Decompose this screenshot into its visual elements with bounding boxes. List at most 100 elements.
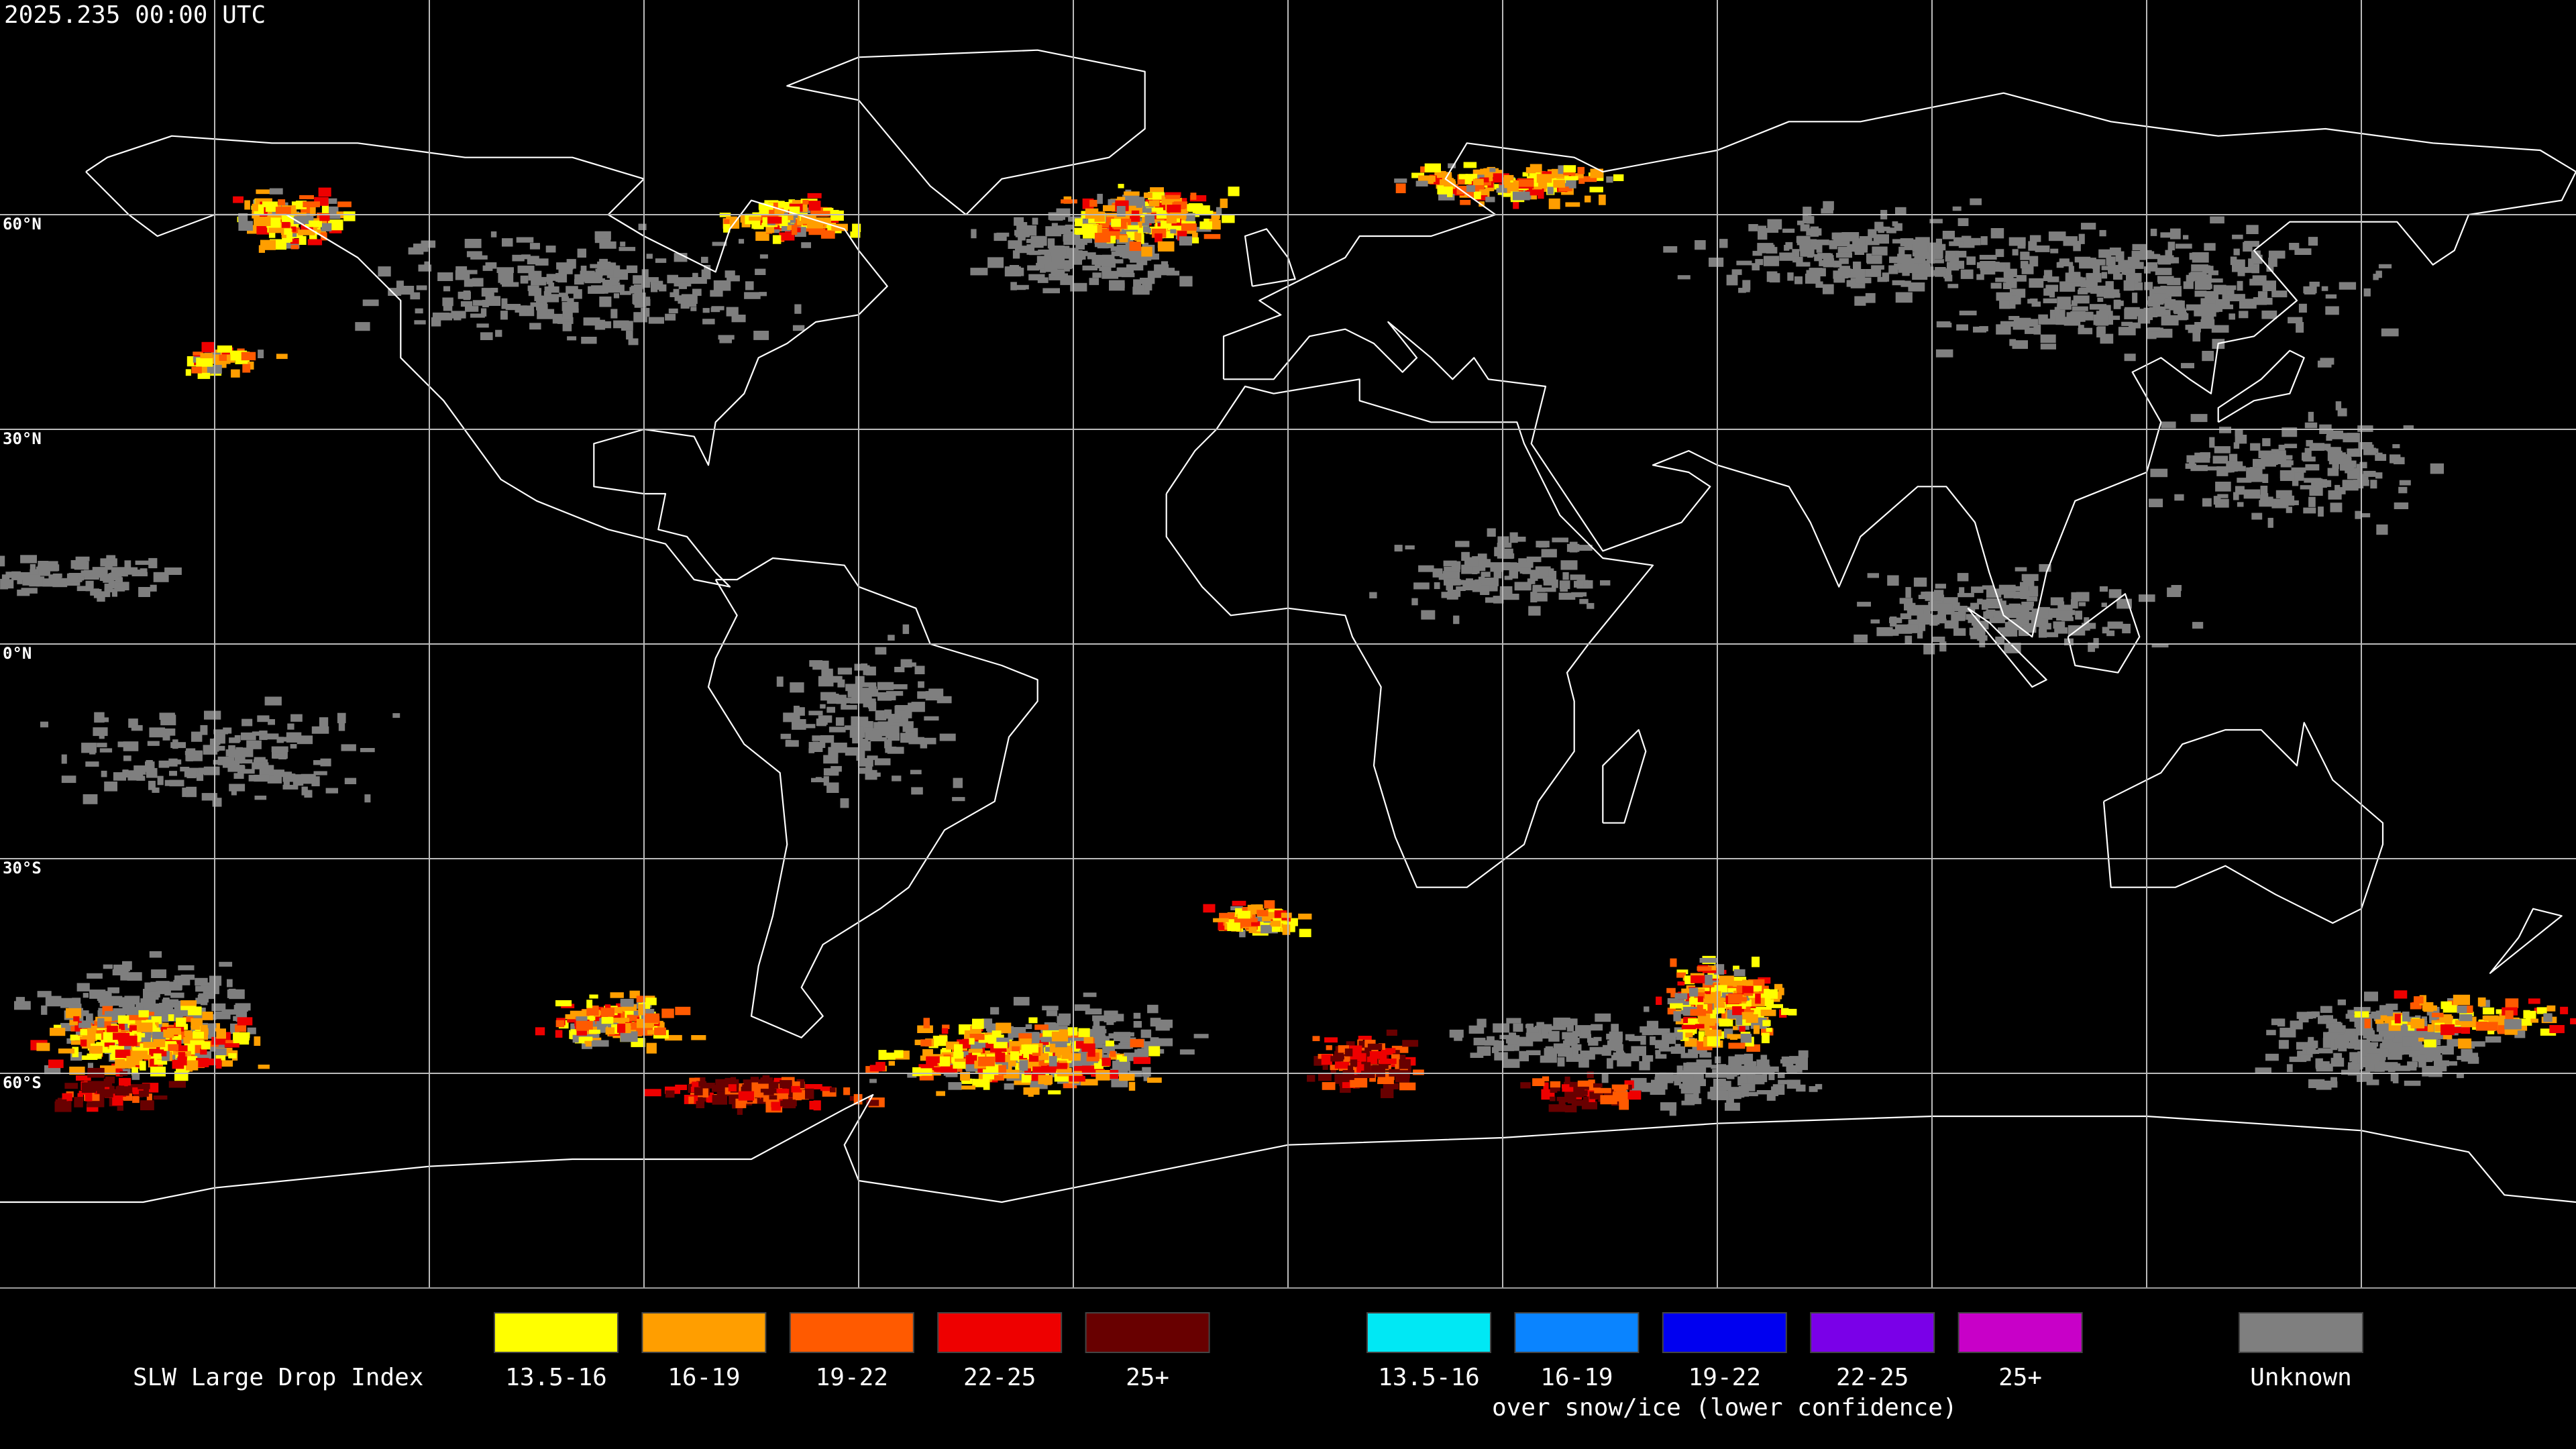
- cloud-pixel: [107, 987, 119, 994]
- cloud-pixel: [1580, 1089, 1599, 1096]
- cloud-pixel: [678, 295, 684, 304]
- cloud-pixel: [97, 1010, 104, 1017]
- cloud-pixel: [254, 1036, 261, 1046]
- cloud-pixel: [2095, 259, 2106, 266]
- cloud-pixel: [2570, 1018, 2576, 1024]
- cloud-pixel: [792, 325, 805, 331]
- cloud-pixel: [1432, 568, 1443, 578]
- cloud-pixel: [269, 188, 283, 195]
- cloud-pixel: [83, 993, 89, 998]
- cloud-pixel: [1562, 1087, 1574, 1092]
- cloud-pixel: [773, 1093, 789, 1099]
- cloud-pixel: [802, 199, 809, 205]
- cloud-pixel: [1935, 594, 1945, 601]
- cloud-pixel: [304, 790, 313, 798]
- cloud-pixel: [2127, 262, 2144, 269]
- cloud-pixel: [2107, 621, 2123, 629]
- cloud-pixel: [1748, 224, 1758, 231]
- cloud-pixel: [2316, 1080, 2332, 1090]
- cloud-pixel: [562, 321, 572, 331]
- cloud-pixel: [106, 555, 116, 559]
- cloud-pixel: [634, 302, 647, 308]
- cloud-pixel: [1141, 246, 1152, 257]
- cloud-pixel: [127, 567, 138, 575]
- cloud-pixel: [95, 1085, 103, 1091]
- cloud-pixel: [1147, 1004, 1159, 1014]
- cloud-pixel: [254, 796, 267, 800]
- cloud-pixel: [990, 1007, 1000, 1015]
- cloud-pixel: [1366, 1066, 1377, 1073]
- cloud-pixel: [1736, 260, 1752, 266]
- cloud-pixel: [2364, 991, 2378, 1002]
- coastline: [2102, 722, 2384, 924]
- cloud-pixel: [1501, 594, 1519, 600]
- cloud-pixel: [799, 707, 805, 716]
- cloud-pixel: [1179, 236, 1192, 246]
- cloud-pixel: [690, 277, 707, 284]
- cloud-pixel: [946, 1041, 959, 1050]
- cloud-pixel: [794, 304, 802, 314]
- cloud-pixel: [620, 290, 631, 295]
- cloud-pixel: [1705, 1029, 1722, 1036]
- cloud-pixel: [2546, 1005, 2556, 1012]
- cloud-pixel: [1144, 213, 1155, 223]
- cloud-pixel: [1481, 572, 1491, 578]
- cloud-pixel: [184, 1049, 202, 1055]
- cloud-pixel: [1157, 241, 1175, 252]
- cloud-pixel: [2278, 444, 2286, 451]
- cloud-pixel: [414, 320, 426, 325]
- cloud-pixel: [888, 635, 895, 641]
- cloud-pixel: [528, 270, 542, 281]
- cloud-pixel: [1690, 1065, 1707, 1073]
- cloud-pixel: [2211, 325, 2229, 333]
- cloud-pixel: [1114, 1014, 1124, 1022]
- cloud-pixel: [299, 235, 307, 245]
- cloud-pixel: [2108, 589, 2122, 598]
- cloud-pixel: [1029, 250, 1041, 256]
- cloud-pixel: [1725, 1081, 1731, 1090]
- cloud-pixel: [1888, 265, 1898, 274]
- cloud-pixel: [2147, 262, 2158, 267]
- cloud-pixel: [629, 990, 640, 999]
- cloud-pixel: [694, 1077, 706, 1084]
- cloud-pixel: [588, 286, 604, 294]
- cloud-pixel: [2331, 430, 2343, 439]
- cloud-pixel: [2393, 1065, 2410, 1071]
- cloud-pixel: [160, 728, 176, 736]
- cloud-pixel: [1675, 1018, 1690, 1024]
- cloud-pixel: [122, 1007, 129, 1015]
- cloud-pixel: [724, 219, 730, 225]
- cloud-pixel: [1939, 641, 1947, 652]
- cloud-pixel: [1691, 1079, 1706, 1087]
- cloud-pixel: [892, 684, 908, 690]
- cloud-pixel: [58, 1049, 74, 1054]
- cloud-pixel: [850, 699, 864, 704]
- cloud-pixel: [1063, 1083, 1077, 1089]
- cloud-pixel: [119, 1077, 131, 1086]
- cloud-pixel: [2237, 502, 2244, 507]
- cloud-pixel: [1852, 238, 1866, 246]
- cloud-pixel: [760, 1088, 777, 1096]
- cloud-pixel: [2345, 1014, 2355, 1019]
- cloud-pixel: [99, 574, 114, 581]
- cloud-pixel: [1443, 560, 1457, 567]
- cloud-pixel: [1562, 1032, 1578, 1040]
- legend-label: Unknown: [2250, 1364, 2352, 1391]
- cloud-pixel: [1366, 1057, 1378, 1065]
- cloud-pixel: [2304, 422, 2318, 429]
- cloud-pixel: [2317, 360, 2332, 368]
- cloud-pixel: [1117, 268, 1126, 277]
- cloud-pixel: [1442, 571, 1460, 580]
- graticule: 60°N30°N0°N30°S60°S: [0, 0, 2576, 1288]
- cloud-pixel: [2232, 234, 2243, 239]
- cloud-pixel: [1312, 1036, 1320, 1041]
- cloud-pixel: [537, 309, 553, 319]
- cloud-pixel: [201, 793, 217, 801]
- cloud-pixel: [2381, 1039, 2393, 1045]
- cloud-pixel: [565, 1014, 576, 1020]
- cloud-pixel: [2009, 300, 2016, 309]
- cloud-pixel: [690, 1093, 708, 1102]
- cloud-pixel: [1762, 1020, 1771, 1026]
- cloud-pixel: [1580, 1030, 1588, 1038]
- cloud-pixel: [1183, 229, 1197, 234]
